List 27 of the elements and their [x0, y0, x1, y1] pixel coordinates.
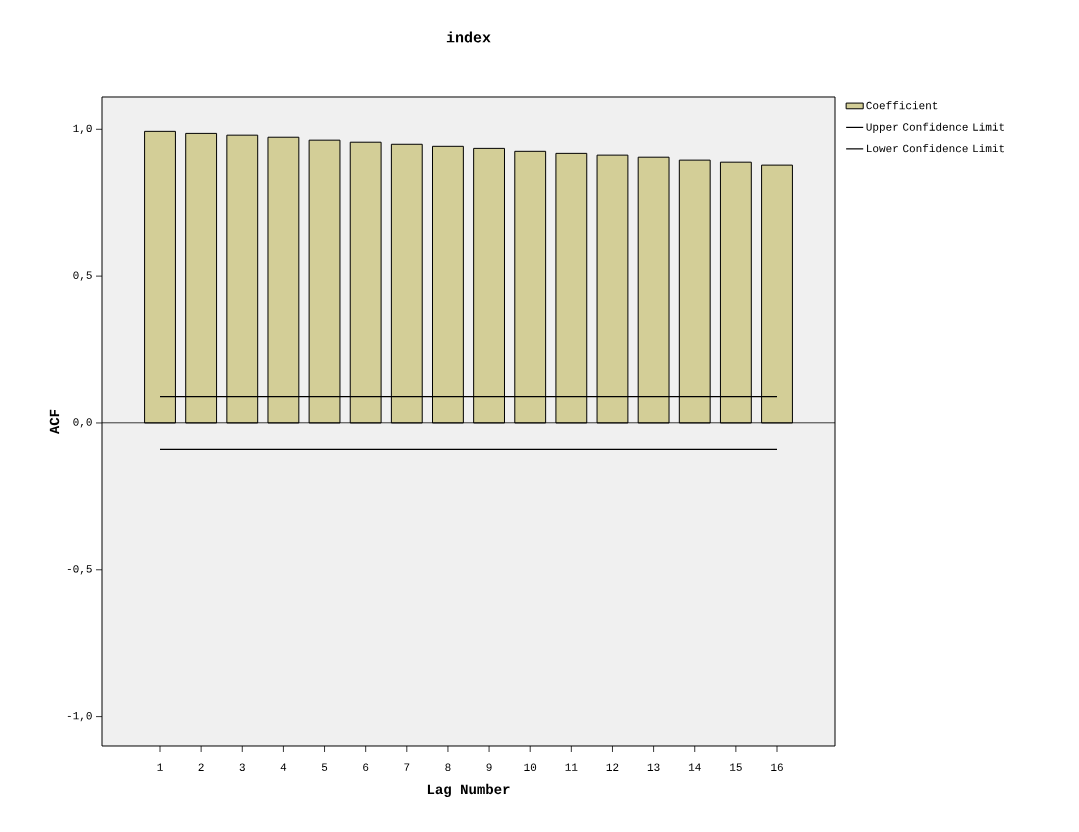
- y-tick-label: 0,5: [73, 271, 92, 281]
- x-tick-label: 9: [486, 763, 492, 771]
- x-tick-label: 16: [771, 763, 783, 771]
- x-tick-label: 10: [524, 763, 537, 771]
- x-tick-label: 6: [363, 763, 369, 771]
- x-tick-label: 4: [280, 763, 287, 771]
- x-tick-label: 3: [239, 763, 245, 771]
- x-tick-label: 2: [198, 763, 204, 771]
- y-tick-label: 1,0: [73, 124, 92, 134]
- x-tick-label: 7: [404, 763, 410, 771]
- legend-label: Coefficient: [866, 101, 938, 110]
- x-tick-label: 5: [321, 763, 328, 771]
- x-tick-label: 15: [730, 763, 742, 771]
- chart-title: index: [446, 31, 491, 43]
- x-tick-label: 11: [565, 763, 578, 771]
- x-tick-label: 13: [647, 763, 660, 771]
- y-tick-label: -0,5: [67, 565, 92, 575]
- x-tick-label: 1: [157, 763, 163, 771]
- y-axis-title: ACF: [49, 409, 60, 435]
- y-tick-label: -1,0: [67, 711, 92, 722]
- x-tick-label: 12: [606, 763, 619, 771]
- legend-label: Upper Confidence Limit: [866, 122, 1004, 133]
- x-tick-label: 8: [445, 763, 451, 771]
- legend-label: Lower Confidence Limit: [867, 144, 1004, 153]
- x-tick-label: 14: [688, 763, 701, 771]
- x-axis-title: Lag Number: [427, 783, 510, 797]
- y-tick-label: 0,0: [73, 418, 92, 428]
